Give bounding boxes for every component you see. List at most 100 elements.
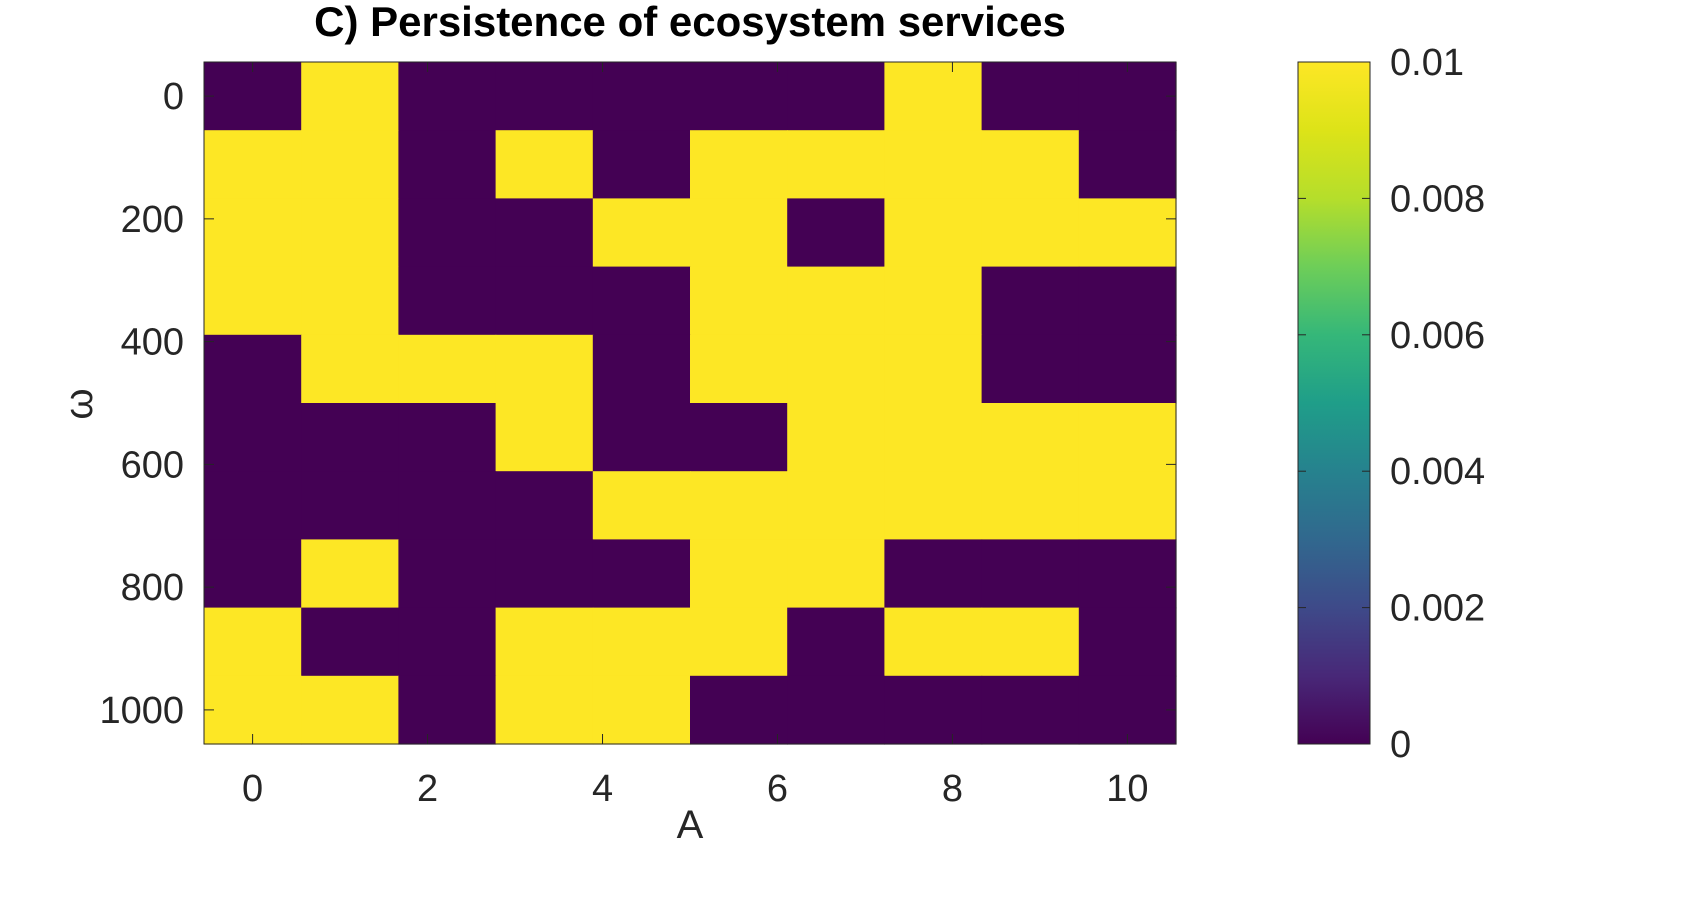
heatmap-cell [1078, 607, 1177, 677]
heatmap-cell [981, 471, 1080, 540]
heatmap-cell [495, 198, 594, 268]
x-tick-label: 2 [417, 768, 438, 810]
heatmap-cell [204, 62, 302, 131]
heatmap-cell [398, 198, 497, 268]
heatmap-cell [884, 607, 983, 677]
heatmap-cell [495, 403, 594, 472]
heatmap-cell [495, 334, 594, 404]
plot-frame [203, 61, 1177, 745]
heatmap-cell [204, 539, 302, 609]
heatmap-cell [495, 62, 594, 131]
heatmap-cell [787, 471, 885, 540]
x-tick-label: 0 [242, 768, 263, 810]
y-tick-label: 800 [121, 567, 184, 609]
heatmap-cell [204, 675, 302, 745]
heatmap-cell [204, 607, 302, 677]
heatmap-cell [690, 62, 788, 131]
heatmap-cell [884, 198, 983, 268]
colorbar-tick-label: 0.006 [1390, 315, 1485, 357]
heatmap-cell [301, 266, 399, 336]
heatmap-cell [787, 266, 885, 336]
heatmap-cell [301, 334, 399, 404]
heatmap-cell [1078, 198, 1177, 268]
heatmap-cell [592, 62, 691, 131]
heatmap-cell [1078, 675, 1177, 745]
heatmap-cell [1078, 403, 1177, 472]
heatmap-cell [592, 198, 691, 268]
heatmap-cell [592, 266, 691, 336]
heatmap-cell [787, 334, 885, 404]
heatmap-cell [592, 675, 691, 745]
heatmap-cell [787, 403, 885, 472]
heatmap-cell [495, 539, 594, 609]
x-tick-label: 10 [1106, 768, 1148, 810]
heatmap-cell [204, 403, 302, 472]
x-tick-label: 8 [942, 768, 963, 810]
heatmap-cell [1078, 62, 1177, 131]
heatmap-cell [398, 539, 497, 609]
y-axis: 0 200 400 600 800 1000 [99, 76, 1176, 732]
heatmap-cell [690, 539, 788, 609]
heatmap-cell [398, 334, 497, 404]
heatmap-cell [204, 334, 302, 404]
heatmap-cell [884, 334, 983, 404]
heatmap-cell [690, 471, 788, 540]
heatmap-cell [690, 403, 788, 472]
heatmap-cell [981, 675, 1080, 745]
y-tick-label: 200 [121, 199, 184, 241]
y-axis-label: ω [57, 388, 101, 419]
heatmap-cell [398, 266, 497, 336]
x-tick-label: 6 [767, 768, 788, 810]
heatmap-cell [884, 266, 983, 336]
y-tick-label: 600 [121, 444, 184, 486]
heatmap-cell [1078, 539, 1177, 609]
colorbar-ticks: 0 0.002 0.004 0.006 0.008 0.01 [1298, 42, 1485, 766]
heatmap-cell [301, 471, 399, 540]
heatmap-cells [204, 62, 1177, 745]
heatmap-cell [495, 675, 594, 745]
heatmap-cell [690, 675, 788, 745]
colorbar-tick-label: 0 [1390, 724, 1411, 766]
heatmap-cell [884, 471, 983, 540]
heatmap-cell [592, 607, 691, 677]
y-tick-label: 0 [163, 76, 184, 118]
heatmap-cell [301, 130, 399, 199]
heatmap-cell [884, 539, 983, 609]
heatmap-cell [884, 403, 983, 472]
heatmap-cell [301, 607, 399, 677]
chart-title: C) Persistence of ecosystem services [314, 0, 1066, 45]
heatmap-cell [787, 539, 885, 609]
heatmap-cell [495, 130, 594, 199]
heatmap-cell [301, 539, 399, 609]
y-tick-label: 1000 [99, 690, 184, 732]
heatmap-cell [204, 266, 302, 336]
heatmap-cell [398, 62, 497, 131]
heatmap-cell [398, 130, 497, 199]
heatmap-cell [592, 403, 691, 472]
heatmap-cell [204, 130, 302, 199]
heatmap-cell [884, 675, 983, 745]
heatmap-cell [592, 471, 691, 540]
heatmap-cell [981, 130, 1080, 199]
heatmap-cell [690, 334, 788, 404]
heatmap-cell [981, 266, 1080, 336]
colorbar-tick-label: 0.01 [1390, 42, 1464, 84]
heatmap-cell [981, 403, 1080, 472]
colorbar-tick-label: 0.008 [1390, 178, 1485, 220]
heatmap-cell [495, 607, 594, 677]
heatmap-cell [690, 607, 788, 677]
heatmap-cell [787, 62, 885, 131]
x-tick-label: 4 [592, 768, 613, 810]
x-axis-label: A [677, 803, 704, 847]
heatmap-cell [495, 471, 594, 540]
heatmap-cell [1078, 471, 1177, 540]
colorbar-tick-label: 0.004 [1390, 451, 1485, 493]
heatmap-cell [981, 62, 1080, 131]
heatmap-cell [204, 198, 302, 268]
heatmap-cell [398, 471, 497, 540]
heatmap-cell [981, 198, 1080, 268]
heatmap-cell [787, 675, 885, 745]
heatmap-cell [884, 62, 983, 131]
colorbar [1297, 61, 1371, 745]
